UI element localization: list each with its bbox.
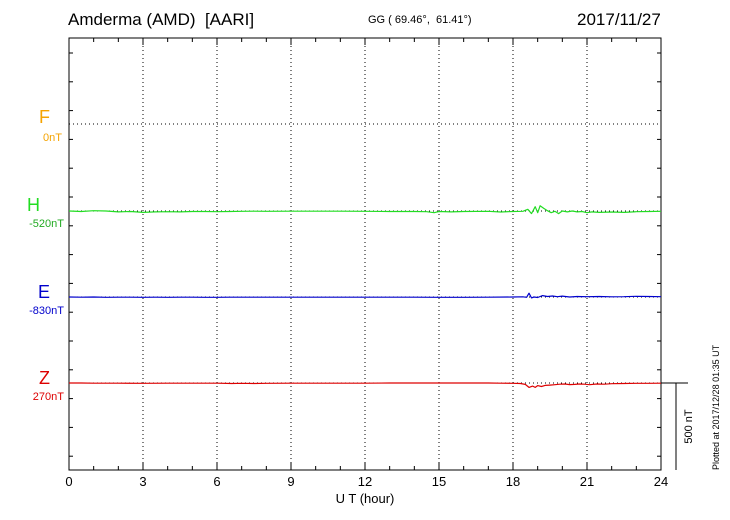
series-trace-e [68, 292, 662, 299]
scale-bar-label: 500 nT [683, 409, 695, 444]
series-trace-h [68, 205, 662, 215]
series-trace-z [69, 382, 662, 388]
x-tick-label: 9 [287, 474, 294, 489]
x-tick-label: 6 [213, 474, 220, 489]
x-tick-label: 15 [432, 474, 446, 489]
component-label-z: Z [39, 368, 50, 388]
component-label-f: F [39, 107, 50, 127]
x-tick-label: 18 [506, 474, 520, 489]
chart-date: 2017/11/27 [577, 10, 661, 29]
component-label-h: H [27, 195, 40, 215]
x-tick-label: 3 [139, 474, 146, 489]
station-title: Amderma (AMD) [AARI] [68, 10, 255, 29]
x-tick-label: 21 [580, 474, 594, 489]
baseline-label-e: -830nT [29, 305, 64, 317]
x-axis-label: U T (hour) [336, 491, 395, 506]
x-tick-label: 0 [65, 474, 72, 489]
component-label-e: E [37, 282, 50, 302]
baseline-label-f: 0nT [43, 132, 62, 144]
baseline-label-h: -520nT [29, 218, 64, 230]
baseline-label-z: 270nT [32, 391, 64, 403]
x-tick-label: 24 [654, 474, 668, 489]
geographic-coordinates: GG ( 69.46°, 61.41°) [368, 14, 472, 26]
x-tick-label: 12 [358, 474, 372, 489]
